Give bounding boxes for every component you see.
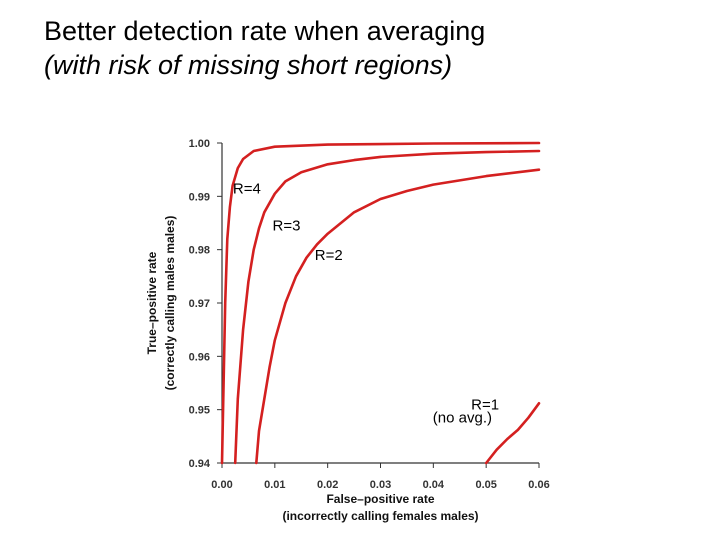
x-tick-label: 0.00 [211, 479, 232, 491]
curve-r2 [255, 168, 541, 465]
curve-annotation: R=3 [272, 218, 300, 235]
title-line-2: (with risk of missing short regions) [44, 50, 453, 80]
y-tick-label: 0.95 [189, 405, 210, 417]
y-tick-label: 0.98 [189, 245, 210, 257]
curve-annotation: R=1 [471, 396, 499, 413]
x-tick-label: 0.03 [370, 479, 391, 491]
curve-r1 [484, 402, 541, 465]
chart-labels: False–positive rate (incorrectly calling … [145, 180, 499, 523]
x-tick-label: 0.06 [528, 479, 549, 491]
y-tick-label: 0.97 [189, 298, 210, 310]
x-axis-label: False–positive rate [326, 492, 434, 506]
x-tick-label: 0.01 [264, 479, 285, 491]
chart-curves [220, 141, 541, 465]
y-tick-label: 0.96 [189, 351, 210, 363]
curve-r3 [233, 149, 541, 465]
y-axis-label-sub: (correctly calling males males) [163, 216, 177, 391]
x-axis-label-sub: (incorrectly calling females males) [282, 509, 478, 523]
curve-annotation: R=4 [233, 180, 261, 197]
curve-r4 [220, 141, 541, 465]
x-tick-label: 0.04 [423, 479, 445, 491]
x-tick-label: 0.02 [317, 479, 338, 491]
x-tick-label: 0.05 [475, 479, 496, 491]
y-axis-label: True–positive rate [145, 251, 159, 354]
curve-annotation: R=2 [315, 247, 343, 264]
curve-annotation: (no avg.) [433, 410, 492, 427]
y-tick-label: 0.94 [189, 458, 211, 470]
y-tick-label: 0.99 [189, 191, 210, 203]
title-line-1: Better detection rate when averaging [44, 16, 486, 46]
slide-title: Better detection rate when averaging (wi… [44, 14, 485, 82]
chart-ticks: 1.00 0.99 0.98 0.97 0.96 0.95 0.940.00 0.01 0.02… [189, 138, 550, 491]
y-tick-label: 1.00 [189, 138, 210, 150]
